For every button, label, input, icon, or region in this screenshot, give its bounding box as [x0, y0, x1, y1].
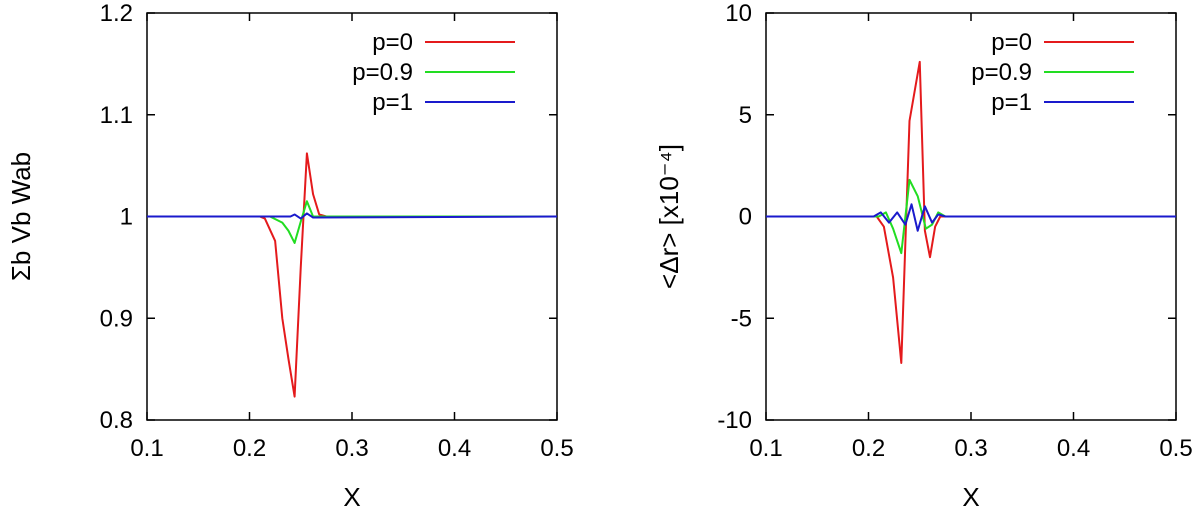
y-tick-label: 0.9	[100, 305, 133, 332]
x-tick-label: 0.3	[335, 435, 368, 462]
series-line-p=1	[147, 212, 557, 220]
x-tick-label: 0.2	[233, 435, 266, 462]
left-chart-panel: 0.1 0.2 0.3 0.4 0.5 0.8 0.9 1 1.1 1.2 X Σb Vb Wab p=…	[6, 0, 574, 511]
series-line-p=0.9	[147, 200, 557, 244]
series-line-p=1	[766, 203, 1176, 232]
y-tick-label: -5	[731, 305, 752, 332]
series-line-p=0	[147, 152, 557, 398]
series-line-p=0	[766, 60, 1176, 365]
legend-label: p=0.9	[971, 59, 1032, 86]
x-tick-label: 0.1	[130, 435, 163, 462]
legend-label: p=1	[372, 89, 413, 116]
y-tick-label: 0.8	[100, 407, 133, 434]
y-axis-label: Σb Vb Wab	[6, 152, 36, 281]
right-chart-panel: 0.1 0.2 0.3 0.4 0.5 -10 -5 0 5 10 X <Δr> [x10⁻⁴] p=0…	[654, 0, 1193, 511]
y-tick-label: 1	[120, 204, 133, 231]
legend-label: p=0	[372, 29, 413, 56]
x-tick-label: 0.2	[852, 435, 885, 462]
x-tick-label: 0.3	[954, 435, 987, 462]
legend-label: p=0.9	[352, 59, 413, 86]
x-tick-label: 0.5	[1159, 435, 1192, 462]
y-tick-label: 1.1	[100, 102, 133, 129]
y-tick-label: 10	[725, 0, 752, 27]
x-tick-label: 0.4	[1057, 435, 1090, 462]
legend-label: p=0	[991, 29, 1032, 56]
x-tick-label: 0.4	[438, 435, 471, 462]
legend-label: p=1	[991, 89, 1032, 116]
y-tick-label: 0	[739, 204, 752, 231]
y-axis-label: <Δr> [x10⁻⁴]	[654, 144, 684, 289]
y-tick-label: -10	[717, 407, 752, 434]
x-tick-label: 0.1	[749, 435, 782, 462]
y-tick-label: 5	[739, 102, 752, 129]
x-axis-label: X	[343, 482, 360, 511]
x-tick-label: 0.5	[540, 435, 573, 462]
y-tick-label: 1.2	[100, 0, 133, 27]
x-axis-label: X	[962, 482, 979, 511]
